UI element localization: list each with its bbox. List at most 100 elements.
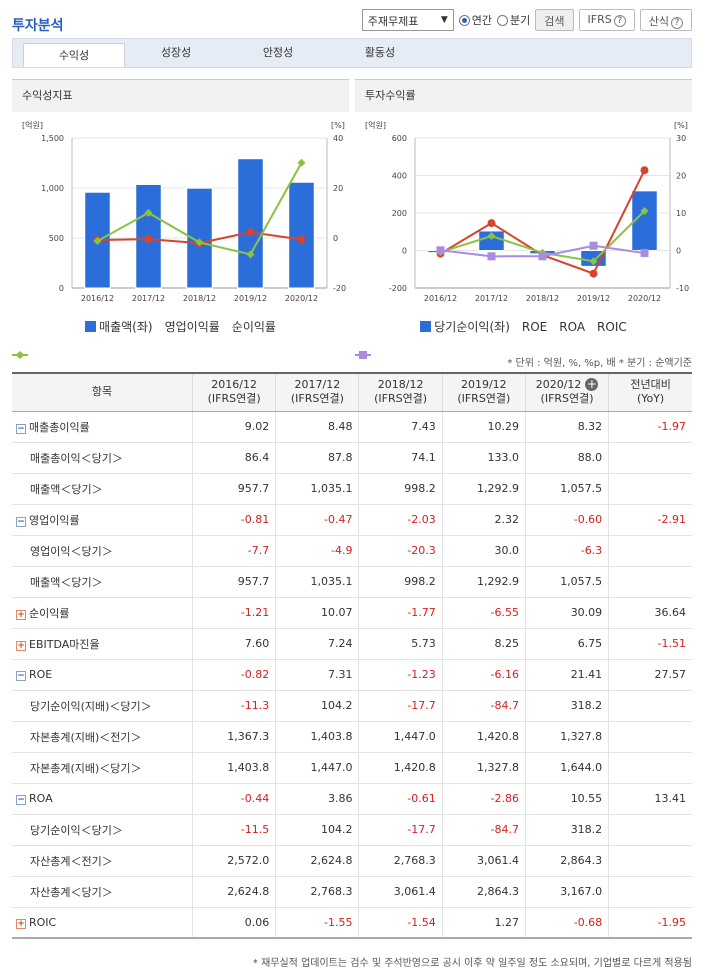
table-cell: 10.29 <box>441 411 526 443</box>
table-cell: 7.31 <box>275 659 359 691</box>
table-row: − ROE -0.82 7.31 -1.23 -6.16 21.41 27.57 <box>12 659 692 691</box>
footnote: * 재무실적 업데이트는 검수 및 주석반영으로 공시 이후 약 일주일 정도 … <box>252 958 692 969</box>
table-cell: -20.3 <box>358 535 443 567</box>
return-chart: 600 400 200 0 -200 30 20 10 0 -10 [억원] [%] 2016/12 20… <box>365 120 689 303</box>
collapse-icon[interactable]: − <box>16 516 26 527</box>
row-label[interactable]: − ROA <box>12 783 193 815</box>
expand-icon[interactable]: + <box>16 918 26 929</box>
y-tick-left: 0 <box>59 284 64 293</box>
annual-label: 연간 <box>471 14 493 27</box>
table-cell: 8.25 <box>441 628 526 660</box>
expand-icon[interactable]: + <box>16 609 26 620</box>
legend-item: ROA <box>355 318 585 359</box>
table-header-row: 항목 2016/12 (IFRS연결) 2017/12 (IFRS연결) 2018/12(… <box>12 373 692 412</box>
statement-select-value: 주재무제표 <box>367 15 419 28</box>
table-cell: 104.2 <box>275 690 359 722</box>
x-tick-label: 2016/12 <box>81 294 114 303</box>
legend-item: 순이익률 <box>12 318 276 359</box>
table-cell: 1,327.8 <box>441 752 526 784</box>
data-point <box>297 235 306 244</box>
row-label: 자산총계＜당기＞ <box>12 876 193 908</box>
table-cell: -2.03 <box>358 504 443 536</box>
statement-select[interactable]: 주재무제표 ▼ <box>361 9 454 31</box>
table-cell: -17.7 <box>358 814 443 846</box>
controls-bar: 주재무제표 ▼ 연간 분기 검색 IFRS? 산식? <box>361 9 692 31</box>
y-unit-right: [%] <box>331 121 345 130</box>
tab-activity[interactable]: 활동성 <box>364 46 396 59</box>
row-label: 자본총계(지배)＜전기＞ <box>12 721 193 753</box>
row-label[interactable]: + 순이익률 <box>12 597 193 629</box>
row-label-text: 매출총이익＜당기＞ <box>30 451 123 465</box>
page-title: 투자분석 <box>12 18 64 34</box>
table-cell: 1,327.8 <box>524 721 609 753</box>
expand-icon[interactable]: + <box>16 640 26 651</box>
table-cell: 7.24 <box>275 628 359 660</box>
collapse-icon[interactable]: − <box>16 795 26 805</box>
table-cell: 957.7 <box>192 473 276 505</box>
quarter-radio[interactable]: 분기 <box>497 12 530 28</box>
chart-legend: 당기순이익(좌) ROE ROA ROIC <box>355 318 692 359</box>
table-cell: 3.86 <box>275 783 359 815</box>
table-cell: 2.32 <box>441 504 526 536</box>
row-label-text: ROIC <box>29 915 57 929</box>
row-label[interactable]: − 영업이익률 <box>12 504 193 536</box>
data-point <box>246 228 255 237</box>
row-label-text: 매출액＜당기＞ <box>30 482 103 496</box>
row-label: 매출액＜당기＞ <box>12 566 193 598</box>
y-tick-right: 40 <box>333 134 343 143</box>
tab-growth[interactable]: 성장성 <box>160 46 192 59</box>
collapse-icon[interactable]: − <box>16 423 26 434</box>
table-cell: 86.4 <box>192 442 276 474</box>
annual-radio[interactable]: 연간 <box>458 12 493 28</box>
table-row: − ROA -0.44 3.86 -0.61 -2.86 10.55 13.41 <box>12 783 692 815</box>
table-cell: -2.91 <box>608 504 692 536</box>
table-cell: -6.55 <box>441 597 526 629</box>
formula-button[interactable]: 산식? <box>639 9 692 31</box>
header-text: 전년대비 <box>630 378 671 392</box>
ifrs-button[interactable]: IFRS? <box>578 9 635 31</box>
table-cell: -1.23 <box>358 659 443 691</box>
tab-profitability[interactable]: 수익성 <box>23 43 125 67</box>
row-label: 자산총계＜전기＞ <box>12 845 193 877</box>
collapse-icon[interactable]: − <box>16 671 26 681</box>
row-label-text: 매출총이익률 <box>29 420 90 434</box>
table-cell: 74.1 <box>358 442 443 474</box>
tab-stability[interactable]: 안정성 <box>262 46 294 59</box>
table-cell: 21.41 <box>524 659 609 691</box>
header-text: (IFRS연결) <box>290 392 344 406</box>
header-text: (YoY) <box>636 392 665 406</box>
table-cell <box>608 535 692 567</box>
row-label[interactable]: − 매출총이익률 <box>12 411 193 443</box>
table-cell: 318.2 <box>524 814 609 846</box>
x-tick-label: 2016/12 <box>424 294 457 303</box>
table-cell: -0.82 <box>192 659 276 691</box>
row-label[interactable]: + ROIC <box>12 907 193 939</box>
y-tick-left: 600 <box>392 134 407 143</box>
chart-panel-profitability: 수익성지표 1,500 1,000 500 0 40 20 0 -20 [억원] [%] 2016/… <box>12 79 349 359</box>
table-cell: 30.0 <box>441 535 526 567</box>
table-cell: -0.60 <box>524 504 609 536</box>
table-row: + 순이익률 -1.21 10.07 -1.77 -6.55 30.09 36.64 <box>12 597 692 629</box>
table-row: 매출액＜당기＞ 957.7 1,035.1 998.2 1,292.9 1,057.5 <box>12 473 692 505</box>
table-row: + ROIC 0.06 -1.55 -1.54 1.27 -0.68 -1.95 <box>12 907 692 939</box>
table-cell: 3,167.0 <box>524 876 609 908</box>
table-cell: 1,035.1 <box>275 566 359 598</box>
row-label[interactable]: + EBITDA마진율 <box>12 628 193 660</box>
header-text: 2017/12 <box>294 378 341 392</box>
row-label: 영업이익＜당기＞ <box>12 535 193 567</box>
table-cell: 10.07 <box>275 597 359 629</box>
expand-plus-icon[interactable]: + <box>585 377 599 392</box>
radio-selected-icon <box>458 14 470 26</box>
search-button[interactable]: 검색 <box>535 9 574 31</box>
table-cell <box>608 442 692 474</box>
table-cell <box>608 721 692 753</box>
column-header: 2016/12 (IFRS연결) <box>192 373 276 412</box>
table-cell: -11.3 <box>192 690 276 722</box>
row-label-text: 자본총계(지배)＜당기＞ <box>30 761 142 775</box>
table-cell: 1,447.0 <box>358 721 443 753</box>
legend-label: 당기순이익(좌) <box>434 320 510 334</box>
row-label-text: EBITDA마진율 <box>29 637 100 651</box>
table-row: − 영업이익률 -0.81 -0.47 -2.03 2.32 -0.60 -2.91 <box>12 504 692 536</box>
row-label[interactable]: − ROE <box>12 659 193 691</box>
row-label: 매출액＜당기＞ <box>12 473 193 505</box>
